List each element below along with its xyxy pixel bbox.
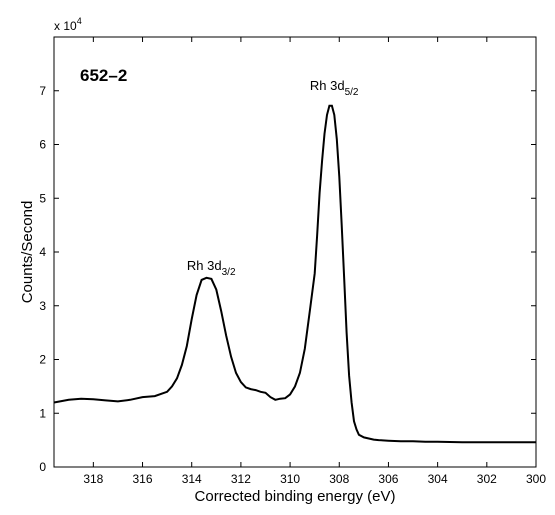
x-tick-label: 314 — [182, 472, 202, 486]
y-axis-label: Counts/Second — [19, 201, 36, 304]
y-scale-base: x 10 — [54, 19, 77, 33]
x-tick-label: 318 — [83, 472, 103, 486]
y-tick-label: 1 — [39, 406, 46, 420]
x-axis-label: Corrected binding energy (eV) — [195, 488, 396, 505]
x-tick-label: 312 — [231, 472, 251, 486]
peak-annotation-subscript: 5/2 — [345, 87, 359, 98]
x-tick-label: 310 — [280, 472, 300, 486]
peak-annotation-base: Rh 3d — [187, 258, 222, 273]
plot-frame — [53, 36, 537, 468]
x-tick-label: 316 — [133, 472, 153, 486]
peak-annotation: Rh 3d5/2 — [310, 78, 359, 98]
y-tick-label: 6 — [39, 138, 46, 152]
x-tick-label: 302 — [477, 472, 497, 486]
peak-annotation: Rh 3d3/2 — [187, 258, 236, 278]
y-scale-exponent: 4 — [77, 16, 82, 26]
y-tick-label: 7 — [39, 84, 46, 98]
spectrum-line — [53, 104, 536, 444]
y-tick-label: 3 — [39, 299, 46, 313]
sample-label: 652–2 — [80, 66, 127, 85]
x-tick-label: 300 — [526, 472, 546, 486]
peak-annotations: Rh 3d3/2Rh 3d5/2 — [187, 78, 359, 278]
y-scale-label: x 104 — [54, 16, 82, 33]
y-tick-label: 2 — [39, 353, 46, 367]
peak-annotation-subscript: 3/2 — [222, 267, 236, 278]
y-tick-label: 5 — [39, 191, 46, 205]
x-tick-label: 304 — [428, 472, 448, 486]
x-tick-label: 306 — [378, 472, 398, 486]
y-axis-ticks: 0 1 2 3 4 5 6 7 — [39, 84, 536, 474]
x-axis-ticks: 318 316 314 312 310 308 306 304 302 300 — [83, 37, 546, 486]
peak-annotation-base: Rh 3d — [310, 78, 345, 93]
y-tick-label: 4 — [39, 245, 46, 259]
y-tick-label: 0 — [39, 460, 46, 474]
x-tick-label: 308 — [329, 472, 349, 486]
